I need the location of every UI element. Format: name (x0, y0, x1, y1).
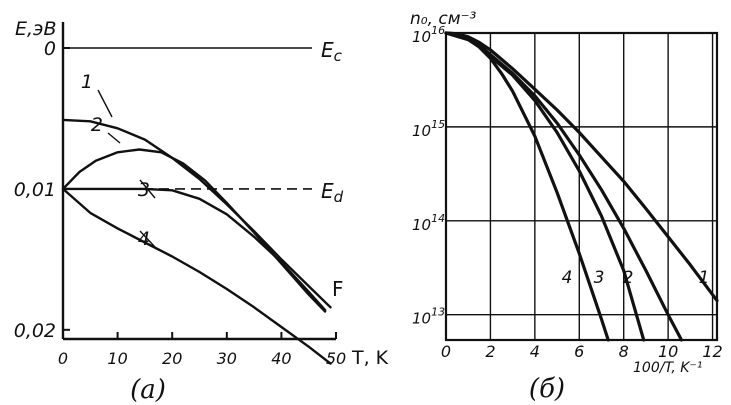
y-tick-label: 0,01 (14, 179, 56, 201)
panel-a-axes (61, 22, 337, 341)
x-tick-label: 4 (530, 342, 540, 361)
series-line-1 (61, 118, 332, 309)
series-line-4 (444, 31, 610, 342)
reference-label-Ec: Ec (321, 38, 343, 65)
y-tick-label: 1016 (412, 24, 445, 46)
x-tick-label: 2 (485, 342, 495, 361)
series-leader-1 (97, 89, 113, 118)
x-tick-label: 50 (326, 349, 346, 368)
panel-b-grid (444, 31, 719, 342)
x-tick-label: 10 (658, 342, 678, 361)
x-tick-label: 8 (619, 342, 629, 361)
x-tick-label: 6 (574, 342, 584, 361)
panel-label-a: (а) (130, 375, 166, 405)
series-line-3 (444, 31, 646, 342)
series-label-3: 3 (138, 179, 150, 201)
x-axis-title: T, K (351, 347, 389, 369)
series-label-3: 3 (594, 268, 605, 288)
y-tick-label: 1014 (412, 212, 445, 234)
x-tick-label: 40 (271, 349, 291, 368)
x-tick-label: 30 (217, 349, 237, 368)
y-tick-label: 0 (44, 38, 56, 60)
series-label-4: 4 (562, 268, 573, 288)
plot-frame (444, 31, 719, 342)
x-tick-label: 0 (441, 342, 451, 361)
panel-label-b: (б) (529, 374, 565, 404)
reference-label-Ed: Ed (321, 179, 344, 206)
y-tick-label: 0,02 (14, 320, 56, 342)
series-line-3 (61, 187, 327, 312)
panel-b-series (444, 31, 719, 342)
series-line-2 (444, 31, 684, 342)
series-label-4: 4 (138, 228, 150, 250)
x-tick-label: 0 (58, 349, 68, 368)
series-leader-2 (107, 132, 121, 144)
series-label-2: 2 (623, 268, 634, 288)
series-leader-4 (139, 230, 156, 248)
y-axis-title: E,эВ (15, 18, 57, 40)
x-axis-title: 100/T, K⁻¹ (633, 360, 702, 376)
curve-end-label-F: F (332, 277, 344, 301)
series-label-1: 1 (81, 71, 93, 93)
series-line-4 (61, 187, 332, 365)
y-tick-label: 1015 (412, 118, 445, 140)
series-label-2: 2 (91, 114, 103, 136)
x-tick-label: 10 (107, 349, 127, 368)
series-label-1: 1 (699, 268, 710, 288)
y-tick-label: 1013 (412, 306, 445, 328)
x-tick-label: 20 (162, 349, 182, 368)
series-leader-3 (139, 179, 156, 199)
y-axis-title: n₀, см⁻³ (410, 9, 477, 29)
x-tick-label: 12 (702, 342, 722, 361)
panel-a-series (61, 89, 332, 365)
